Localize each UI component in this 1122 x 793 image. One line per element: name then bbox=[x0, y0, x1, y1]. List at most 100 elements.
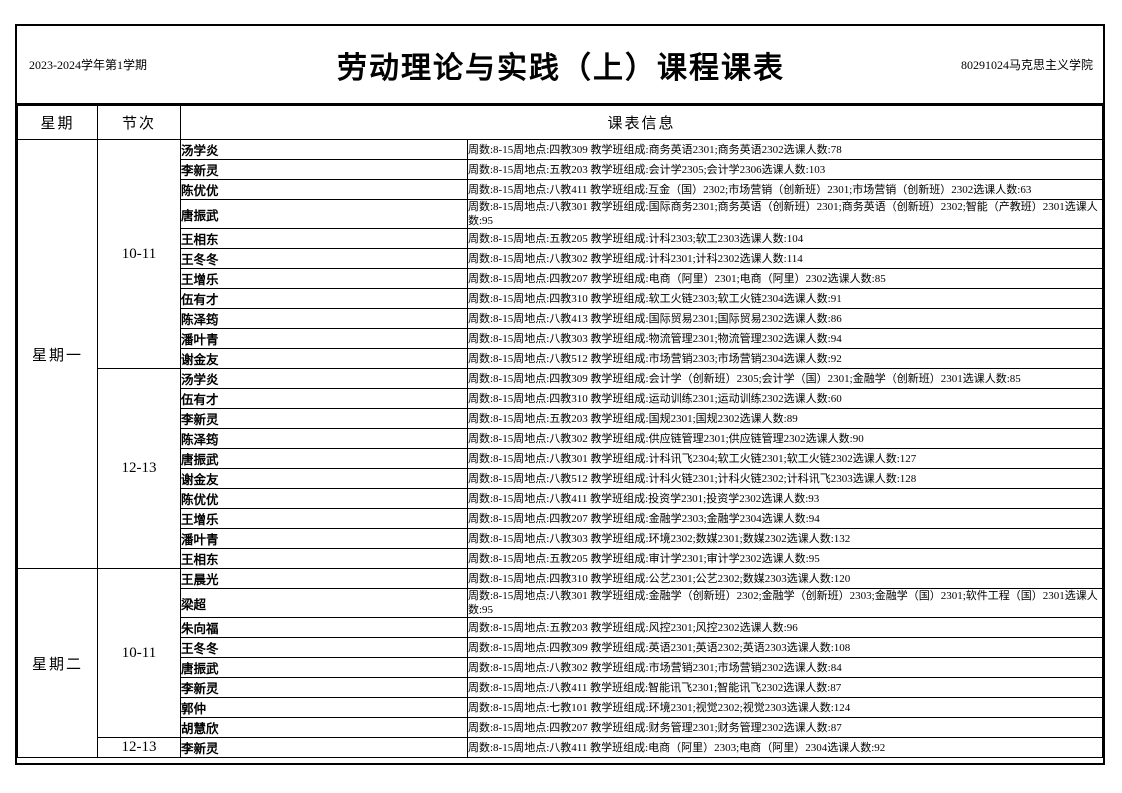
table-row: 王相东 周数:8-15周地点:五教205 教学班组成:审计学2301;审计学23… bbox=[18, 548, 1103, 569]
weekday-cell: 星期一 bbox=[17, 139, 98, 569]
teacher-name: 陈优优 bbox=[180, 179, 468, 200]
teacher-name: 李新灵 bbox=[180, 737, 468, 758]
table-header-row: 星期 节次 课表信息 bbox=[17, 105, 1103, 140]
course-info: 周数:8-15周地点:四教310 教学班组成:公艺2301;公艺2302;数媒2… bbox=[467, 568, 1103, 589]
teacher-name: 谢金友 bbox=[180, 348, 468, 369]
table-row: 王增乐 周数:8-15周地点:四教207 教学班组成:电商（阿里）2301;电商… bbox=[18, 268, 1103, 289]
teacher-name: 郭仲 bbox=[180, 697, 468, 718]
table-row: 郭仲 周数:8-15周地点:七教101 教学班组成:环境2301;视觉2302;… bbox=[18, 697, 1103, 718]
table-row: 谢金友 周数:8-15周地点:八教512 教学班组成:计科火链2301;计科火链… bbox=[18, 468, 1103, 489]
teacher-name: 胡慧欣 bbox=[180, 717, 468, 738]
course-info: 周数:8-15周地点:八教302 教学班组成:供应链管理2301;供应链管理23… bbox=[467, 428, 1103, 449]
col-header-info: 课表信息 bbox=[180, 105, 1103, 140]
course-info: 周数:8-15周地点:五教205 教学班组成:审计学2301;审计学2302选课… bbox=[467, 548, 1103, 569]
page-header: 2023-2024学年第1学期 劳动理论与实践（上）课程课表 80291024马… bbox=[17, 26, 1103, 105]
course-info: 周数:8-15周地点:四教309 教学班组成:会计学（创新班）2305;会计学（… bbox=[467, 368, 1103, 389]
table-row: 王冬冬 周数:8-15周地点:四教309 教学班组成:英语2301;英语2302… bbox=[18, 637, 1103, 658]
table-row: 星期二 10-11 王晨光 周数:8-15周地点:四教310 教学班组成:公艺2… bbox=[17, 568, 1103, 758]
teacher-name: 李新灵 bbox=[180, 677, 468, 698]
teacher-name: 陈泽筠 bbox=[180, 308, 468, 329]
page-title: 劳动理论与实践（上）课程课表 bbox=[337, 51, 785, 85]
course-info: 周数:8-15周地点:四教310 教学班组成:运动训练2301;运动训练2302… bbox=[467, 388, 1103, 409]
course-info: 周数:8-15周地点:八教301 教学班组成:国际商务2301;商务英语（创新班… bbox=[467, 199, 1103, 229]
table-row: 陈优优 周数:8-15周地点:八教411 教学班组成:投资学2301;投资学23… bbox=[18, 488, 1103, 509]
course-info: 周数:8-15周地点:八教303 教学班组成:物流管理2301;物流管理2302… bbox=[467, 328, 1103, 349]
teacher-name: 朱向福 bbox=[180, 617, 468, 638]
course-info: 周数:8-15周地点:八教302 教学班组成:市场营销2301;市场营销2302… bbox=[467, 657, 1103, 678]
course-info: 周数:8-15周地点:四教309 教学班组成:英语2301;英语2302;英语2… bbox=[467, 637, 1103, 658]
table-row: 李新灵 周数:8-15周地点:五教203 教学班组成:会计学2305;会计学23… bbox=[18, 159, 1103, 180]
course-info: 周数:8-15周地点:八教301 教学班组成:金融学（创新班）2302;金融学（… bbox=[467, 588, 1103, 618]
course-info: 周数:8-15周地点:五教203 教学班组成:国规2301;国规2302选课人数… bbox=[467, 408, 1103, 429]
teacher-name: 谢金友 bbox=[180, 468, 468, 489]
teacher-name: 李新灵 bbox=[180, 159, 468, 180]
course-info: 周数:8-15周地点:八教411 教学班组成:互金（国）2302;市场营销（创新… bbox=[467, 179, 1103, 200]
teacher-name: 唐振武 bbox=[180, 448, 468, 469]
teacher-name: 伍有才 bbox=[180, 288, 468, 309]
schedule-table: 星期 节次 课表信息 星期一 10-11 汤学炎 周数:8-15周地点:四教30… bbox=[17, 105, 1103, 758]
table-row: 陈泽筠 周数:8-15周地点:八教302 教学班组成:供应链管理2301;供应链… bbox=[18, 428, 1103, 449]
course-info: 周数:8-15周地点:四教207 教学班组成:电商（阿里）2301;电商（阿里）… bbox=[467, 268, 1103, 289]
table-row: 伍有才 周数:8-15周地点:四教310 教学班组成:运动训练2301;运动训练… bbox=[18, 388, 1103, 409]
teacher-name: 潘叶青 bbox=[180, 528, 468, 549]
college-label: 80291024马克思主义学院 bbox=[960, 58, 1093, 72]
period-cell: 10-11 bbox=[97, 139, 181, 369]
course-info: 周数:8-15周地点:八教302 教学班组成:计科2301;计科2302选课人数… bbox=[467, 248, 1103, 269]
teacher-name: 王晨光 bbox=[180, 568, 468, 589]
period-cell: 12-13 bbox=[97, 737, 181, 758]
teacher-name: 王增乐 bbox=[180, 268, 468, 289]
course-info: 周数:8-15周地点:八教411 教学班组成:投资学2301;投资学2302选课… bbox=[467, 488, 1103, 509]
table-row: 12-13 李新灵 周数:8-15周地点:八教411 教学班组成:电商（阿里）2… bbox=[18, 737, 1103, 758]
course-info: 周数:8-15周地点:四教309 教学班组成:商务英语2301;商务英语2302… bbox=[467, 139, 1103, 160]
period-cell: 12-13 bbox=[97, 368, 181, 569]
table-row: 李新灵 周数:8-15周地点:五教203 教学班组成:国规2301;国规2302… bbox=[18, 408, 1103, 429]
table-row: 12-13 汤学炎 周数:8-15周地点:四教309 教学班组成:会计学（创新班… bbox=[18, 368, 1103, 569]
table-row: 谢金友 周数:8-15周地点:八教512 教学班组成:市场营销2303;市场营销… bbox=[18, 348, 1103, 369]
table-row: 潘叶青 周数:8-15周地点:八教303 教学班组成:环境2302;数媒2301… bbox=[18, 528, 1103, 549]
teacher-name: 王相东 bbox=[180, 228, 468, 249]
teacher-name: 伍有才 bbox=[180, 388, 468, 409]
table-row: 伍有才 周数:8-15周地点:四教310 教学班组成:软工火链2303;软工火链… bbox=[18, 288, 1103, 309]
page-border: 2023-2024学年第1学期 劳动理论与实践（上）课程课表 80291024马… bbox=[15, 24, 1105, 765]
teacher-name: 梁超 bbox=[180, 588, 468, 618]
table-row: 朱向福 周数:8-15周地点:五教203 教学班组成:风控2301;风控2302… bbox=[18, 617, 1103, 638]
table-row: 王相东 周数:8-15周地点:五教205 教学班组成:计科2303;软工2303… bbox=[18, 228, 1103, 249]
course-info: 周数:8-15周地点:七教101 教学班组成:环境2301;视觉2302;视觉2… bbox=[467, 697, 1103, 718]
teacher-name: 唐振武 bbox=[180, 657, 468, 678]
table-row: 王冬冬 周数:8-15周地点:八教302 教学班组成:计科2301;计科2302… bbox=[18, 248, 1103, 269]
teacher-name: 王冬冬 bbox=[180, 637, 468, 658]
teacher-name: 王相东 bbox=[180, 548, 468, 569]
table-row: 星期一 10-11 汤学炎 周数:8-15周地点:四教309 教学班组成:商务英… bbox=[17, 139, 1103, 569]
table-row: 王增乐 周数:8-15周地点:四教207 教学班组成:金融学2303;金融学23… bbox=[18, 508, 1103, 529]
course-info: 周数:8-15周地点:四教207 教学班组成:财务管理2301;财务管理2302… bbox=[467, 717, 1103, 738]
course-info: 周数:8-15周地点:四教310 教学班组成:软工火链2303;软工火链2304… bbox=[467, 288, 1103, 309]
course-info: 周数:8-15周地点:五教203 教学班组成:风控2301;风控2302选课人数… bbox=[467, 617, 1103, 638]
table-row: 胡慧欣 周数:8-15周地点:四教207 教学班组成:财务管理2301;财务管理… bbox=[18, 717, 1103, 738]
table-row: 梁超 周数:8-15周地点:八教301 教学班组成:金融学（创新班）2302;金… bbox=[18, 588, 1103, 618]
teacher-name: 陈泽筠 bbox=[180, 428, 468, 449]
teacher-name: 唐振武 bbox=[180, 199, 468, 229]
course-info: 周数:8-15周地点:八教411 教学班组成:智能讯飞2301;智能讯飞2302… bbox=[467, 677, 1103, 698]
table-row: 唐振武 周数:8-15周地点:八教301 教学班组成:计科讯飞2304;软工火链… bbox=[18, 448, 1103, 469]
col-header-period: 节次 bbox=[97, 105, 181, 140]
course-info: 周数:8-15周地点:八教512 教学班组成:市场营销2303;市场营销2304… bbox=[467, 348, 1103, 369]
table-row: 唐振武 周数:8-15周地点:八教301 教学班组成:国际商务2301;商务英语… bbox=[18, 199, 1103, 229]
teacher-name: 王冬冬 bbox=[180, 248, 468, 269]
teacher-name: 潘叶青 bbox=[180, 328, 468, 349]
teacher-name: 汤学炎 bbox=[180, 368, 468, 389]
teacher-name: 陈优优 bbox=[180, 488, 468, 509]
course-info: 周数:8-15周地点:八教512 教学班组成:计科火链2301;计科火链2302… bbox=[467, 468, 1103, 489]
course-info: 周数:8-15周地点:八教301 教学班组成:计科讯飞2304;软工火链2301… bbox=[467, 448, 1103, 469]
term-label: 2023-2024学年第1学期 bbox=[29, 58, 147, 72]
course-info: 周数:8-15周地点:八教413 教学班组成:国际贸易2301;国际贸易2302… bbox=[467, 308, 1103, 329]
period-cell: 10-11 bbox=[97, 568, 181, 738]
table-row: 陈优优 周数:8-15周地点:八教411 教学班组成:互金（国）2302;市场营… bbox=[18, 179, 1103, 200]
weekday-cell: 星期二 bbox=[17, 568, 98, 758]
course-info: 周数:8-15周地点:五教203 教学班组成:会计学2305;会计学2306选课… bbox=[467, 159, 1103, 180]
course-info: 周数:8-15周地点:四教207 教学班组成:金融学2303;金融学2304选课… bbox=[467, 508, 1103, 529]
teacher-name: 王增乐 bbox=[180, 508, 468, 529]
table-row: 唐振武 周数:8-15周地点:八教302 教学班组成:市场营销2301;市场营销… bbox=[18, 657, 1103, 678]
table-row: 陈泽筠 周数:8-15周地点:八教413 教学班组成:国际贸易2301;国际贸易… bbox=[18, 308, 1103, 329]
col-header-weekday: 星期 bbox=[17, 105, 98, 140]
